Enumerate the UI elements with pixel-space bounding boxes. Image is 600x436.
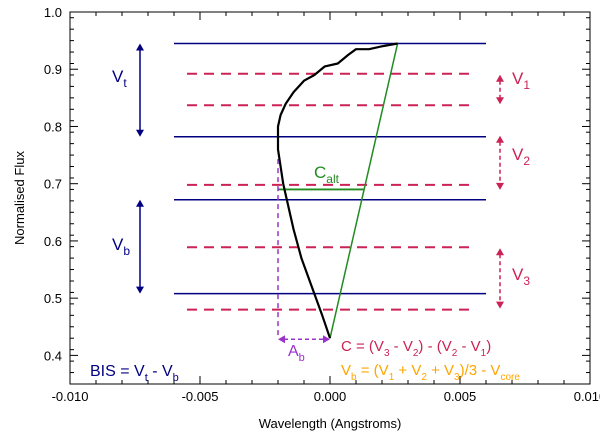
v2-label-part-1: 2	[523, 154, 530, 168]
y-tick-label-1: 0.5	[44, 291, 62, 306]
vt-label-part-1: t	[123, 76, 127, 90]
x-axis-label: Wavelength (Angstroms)	[259, 416, 402, 431]
c-equation-part-5: 2	[452, 348, 458, 359]
c-equation-part-4: ) - (V	[418, 338, 451, 355]
vb-equation-part-9: core	[500, 372, 520, 383]
vb-equation-part-6: + V	[427, 362, 454, 379]
vb-label-part-1: b	[123, 244, 130, 258]
c-equation-part-1: 3	[384, 348, 390, 359]
x-tick-label-3: 0.005	[444, 389, 477, 404]
y-tick-label-3: 0.7	[44, 177, 62, 192]
calt-label: Calt	[314, 163, 340, 186]
green-diagonal-line	[329, 43, 399, 339]
ab-label-part-0: A	[288, 343, 299, 360]
calt-label-part-1: alt	[326, 172, 339, 186]
v3-label: V3	[512, 265, 530, 288]
v1-label-part-0: V	[512, 69, 524, 88]
vt-label-part-0: V	[112, 67, 124, 86]
ab-label-part-1: b	[299, 352, 305, 364]
x-tick-label-2: 0.000	[314, 389, 347, 404]
v2-label: V2	[512, 145, 530, 168]
vb-equation-part-0: V	[341, 362, 351, 379]
vt-label: Vt	[112, 67, 127, 90]
y-axis-label: Normalised Flux	[12, 151, 27, 245]
vb-equation-part-3: 1	[389, 372, 395, 383]
calt-label-part-0: C	[314, 163, 326, 182]
y-tick-label-5: 0.9	[44, 62, 62, 77]
v1-label-part-1: 1	[523, 78, 530, 92]
v1-arrow-head-top	[496, 74, 504, 82]
y-tick-label-0: 0.4	[44, 348, 62, 363]
vb-equation-part-5: 2	[421, 372, 427, 383]
v1-arrow-head-bottom	[496, 97, 504, 105]
c-equation: C = (V3 - V2) - (V2 - V1)	[341, 338, 491, 359]
x-tick-label-1: -0.005	[182, 389, 219, 404]
vt-arrow-head-top	[136, 43, 144, 51]
axes-frame	[69, 11, 591, 385]
v2-label-part-0: V	[512, 145, 524, 164]
c-equation-part-6: - V	[457, 338, 480, 355]
x-tick-label-4: 0.010	[574, 389, 600, 404]
v3-arrow-head-bottom	[496, 301, 504, 309]
c-equation-part-3: 2	[413, 348, 419, 359]
x-tick-label-0: -0.010	[52, 389, 89, 404]
v2-arrow-head-top	[496, 135, 504, 143]
v2-arrow-head-bottom	[496, 182, 504, 190]
vb-equation-part-1: b	[351, 372, 357, 383]
v3-arrow-head-top	[496, 248, 504, 256]
v3-label-part-1: 3	[523, 274, 530, 288]
bis-equation-part-1: t	[145, 372, 148, 384]
vb-label-part-0: V	[112, 235, 124, 254]
ab-arrow-head-right	[323, 335, 330, 344]
vt-arrow-head-bottom	[136, 129, 144, 137]
v3-label-part-0: V	[512, 265, 524, 284]
bisector-curve	[276, 42, 398, 339]
c-equation-part-0: C = (V	[341, 338, 384, 355]
ab-label: Ab	[288, 343, 305, 364]
bis-equation-part-3: b	[173, 372, 179, 384]
vb-equation-part-2: = (V	[357, 362, 389, 379]
vb-equation-part-8: )/3 - V	[460, 362, 501, 379]
plot-area: -0.010 -0.005 0.000 0.005 0.010 0.4 0.5 0.6 0.7 0…	[12, 5, 600, 431]
bis-equation: BIS = Vt - Vb	[90, 363, 179, 384]
c-equation-part-7: 1	[481, 348, 487, 359]
y-tick-label-6: 1.0	[44, 5, 62, 20]
bis-equation-part-0: BIS = V	[90, 363, 145, 380]
vb-equation-part-7: 3	[454, 372, 460, 383]
vb-equation-part-4: + V	[394, 362, 421, 379]
c-equation-part-2: - V	[390, 338, 413, 355]
ab-arrow-head-left	[278, 335, 285, 344]
y-tick-label-2: 0.6	[44, 234, 62, 249]
vb-arrow-head-bottom	[136, 286, 144, 294]
c-equation-part-8: )	[486, 338, 491, 355]
v1-label: V1	[512, 69, 530, 92]
vb-equation: Vb = (V1 + V2 + V3)/3 - Vcore	[341, 362, 520, 383]
vb-arrow-head-top	[136, 199, 144, 207]
vb-label: Vb	[112, 235, 130, 258]
bis-equation-part-2: - V	[148, 363, 173, 380]
y-tick-label-4: 0.8	[44, 119, 62, 134]
